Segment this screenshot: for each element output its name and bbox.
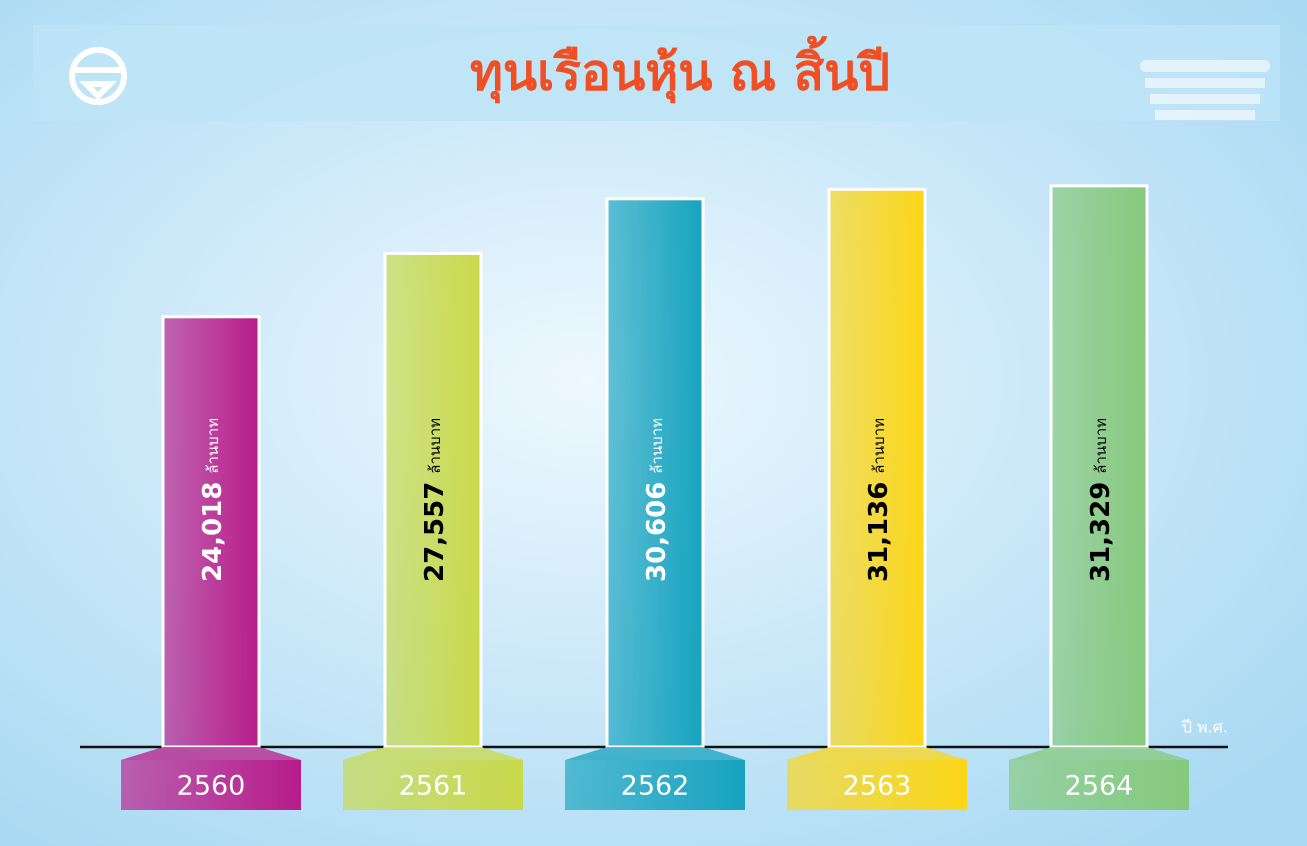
title-banner — [33, 25, 1280, 121]
x-tick-label: 2562 — [621, 771, 690, 802]
x-tick-label: 2561 — [399, 771, 468, 802]
category-box — [787, 760, 967, 810]
unit-label: ล้านบาท — [426, 418, 444, 474]
bar-base — [121, 747, 301, 760]
building-icon — [1140, 60, 1270, 120]
bar-base — [565, 747, 745, 760]
value-label: 24,018 — [198, 482, 228, 582]
category-box — [565, 760, 745, 810]
unit-label: ล้านบาท — [1092, 418, 1110, 474]
unit-label: ล้านบาท — [204, 418, 222, 474]
bar — [161, 315, 261, 749]
value-label: 27,557 — [420, 482, 450, 582]
category-box — [121, 760, 301, 810]
value-label-group: 31,136 ล้านบาท — [864, 418, 894, 582]
value-label-group: 31,329 ล้านบาท — [1086, 418, 1116, 582]
bar-base — [1009, 747, 1189, 760]
logo — [69, 47, 127, 105]
value-label: 31,136 — [864, 482, 894, 582]
category-box — [1009, 760, 1189, 810]
value-label: 30,606 — [642, 482, 672, 582]
value-label-group: 27,557 ล้านบาท — [420, 418, 450, 582]
x-tick-label: 2560 — [177, 771, 246, 802]
bar-base — [343, 747, 523, 760]
unit-label: ล้านบาท — [648, 418, 666, 474]
x-tick-label: 2563 — [843, 771, 912, 802]
unit-label: ล้านบาท — [870, 418, 888, 474]
x-tick-label: 2564 — [1065, 771, 1134, 802]
bar — [827, 187, 927, 749]
bar-base — [787, 747, 967, 760]
value-label: 31,329 — [1086, 482, 1116, 582]
chart-title: ทุนเรือนหุ้น ณ สิ้นปี — [470, 36, 890, 104]
value-label-group: 24,018 ล้านบาท — [198, 418, 228, 582]
value-label-group: 30,606 ล้านบาท — [642, 418, 672, 582]
bar — [1049, 184, 1149, 749]
category-box — [343, 760, 523, 810]
bar — [383, 251, 483, 749]
x-axis-label: ปี พ.ศ. — [1181, 718, 1228, 737]
